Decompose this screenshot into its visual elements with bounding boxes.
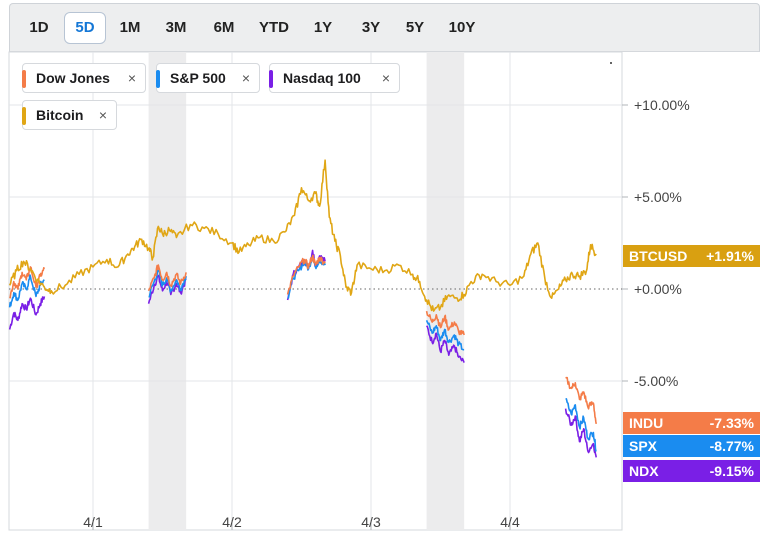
- tab-1m[interactable]: 1M: [119, 19, 141, 36]
- tab-3m[interactable]: 3M: [165, 19, 187, 36]
- bitcoin-series-line: [8, 159, 597, 312]
- legend-label: Nasdaq 100: [283, 70, 361, 86]
- timeframe-tabbar: 1D 5D 1M 3M 6M YTD 1Y 3Y 5Y 10Y: [9, 3, 760, 52]
- close-icon[interactable]: ×: [381, 70, 390, 86]
- nasdaq-100-series-segment-4: [564, 408, 597, 458]
- legend-swatch: [22, 107, 26, 125]
- tab-3y[interactable]: 3Y: [361, 19, 381, 36]
- end-tag-value: -7.33%: [709, 415, 754, 431]
- end-tag-value: -9.15%: [709, 463, 754, 479]
- tab-1y[interactable]: 1Y: [313, 19, 333, 36]
- close-icon[interactable]: ×: [98, 107, 107, 123]
- x-tick-label: 4/1: [83, 514, 103, 530]
- legend-chip-bitcoin[interactable]: Bitcoin ×: [22, 100, 117, 130]
- tab-ytd[interactable]: YTD: [259, 19, 289, 36]
- end-tag-value: +1.91%: [706, 248, 754, 264]
- y-tick-label: +10.00%: [634, 97, 690, 113]
- nasdaq-100-series-segment-0: [8, 296, 46, 330]
- legend-label: Dow Jones: [36, 70, 110, 86]
- legend-label: Bitcoin: [36, 107, 84, 123]
- dow-jones-series-segment-1: [147, 264, 187, 292]
- tab-10y[interactable]: 10Y: [448, 19, 476, 36]
- s-p-500-series-segment-0: [8, 274, 45, 308]
- legend-swatch: [22, 70, 26, 88]
- tab-5y[interactable]: 5Y: [405, 19, 425, 36]
- x-tick-label: 4/2: [222, 514, 242, 530]
- close-icon[interactable]: ×: [241, 70, 250, 86]
- s-p-500-series-segment-1: [148, 268, 187, 298]
- s-p-500-series-segment-4: [565, 398, 597, 452]
- end-tag-symbol: SPX: [629, 438, 658, 454]
- end-tag-symbol: BTCUSD: [629, 248, 688, 264]
- x-tick-label: 4/4: [500, 514, 520, 530]
- plot-area: [8, 51, 623, 531]
- end-tag-value: -8.77%: [709, 438, 754, 454]
- close-icon[interactable]: ×: [127, 70, 136, 86]
- legend-swatch: [269, 70, 273, 88]
- legend-swatch: [156, 70, 160, 88]
- tab-1d[interactable]: 1D: [29, 19, 49, 36]
- s-p-500-series-segment-3: [425, 320, 465, 351]
- y-tick-label: -5.00%: [634, 373, 678, 389]
- end-tag-ndx: NDX -9.15%: [623, 460, 760, 482]
- legend-chip-nasdaq-100[interactable]: Nasdaq 100 ×: [269, 63, 400, 93]
- y-tick-label: +0.00%: [634, 281, 682, 297]
- legend-label: S&P 500: [170, 70, 226, 86]
- end-tag-indu: INDU -7.33%: [623, 412, 760, 434]
- legend-chip-s-p-500[interactable]: S&P 500 ×: [156, 63, 260, 93]
- dow-jones-series-segment-4: [565, 376, 597, 425]
- y-tick-label: +5.00%: [634, 189, 682, 205]
- tab-6m[interactable]: 6M: [213, 19, 235, 36]
- tab-5d[interactable]: 5D: [64, 12, 106, 44]
- dow-jones-series-segment-2: [286, 254, 326, 295]
- end-tag-symbol: NDX: [629, 463, 659, 479]
- nasdaq-100-series-segment-3: [425, 325, 465, 363]
- corner-dot: [610, 62, 612, 64]
- end-tag-symbol: INDU: [629, 415, 664, 431]
- end-tag-spx: SPX -8.77%: [623, 435, 760, 457]
- end-tag-btcusd: BTCUSD +1.91%: [623, 245, 760, 267]
- dow-jones-series-segment-3: [425, 310, 465, 336]
- shaded-session-1: [426, 52, 465, 530]
- x-tick-label: 4/3: [361, 514, 381, 530]
- legend-chip-dow-jones[interactable]: Dow Jones ×: [22, 63, 146, 93]
